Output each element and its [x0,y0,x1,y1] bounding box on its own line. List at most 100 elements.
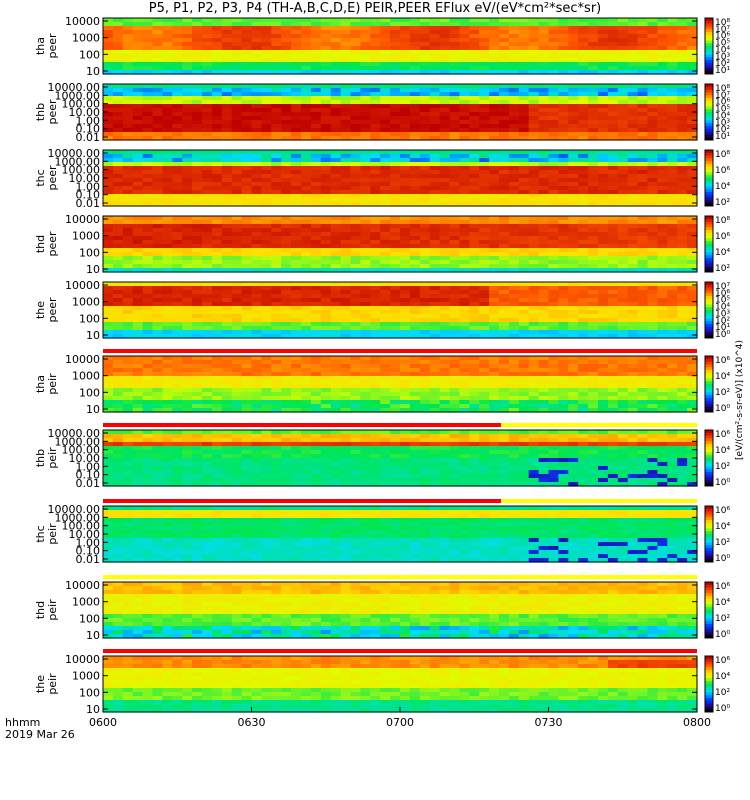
heatmap-cell [628,150,639,155]
heatmap-cell [568,248,579,253]
heatmap-cell [252,124,263,129]
heatmap-cell [608,22,619,27]
y-tick-label: 1000 [72,296,100,309]
heatmap-cell [549,154,560,159]
heatmap-cell [351,124,362,129]
heatmap-cell [390,162,401,167]
heatmap-cell [281,360,292,365]
heatmap-cell [370,240,381,245]
heatmap-cell [479,30,490,35]
heatmap-cell [529,232,540,237]
heatmap-cell [539,88,550,93]
heatmap-cell [182,360,193,365]
heatmap-cell [628,38,639,43]
heatmap-cell [380,294,391,299]
heatmap-cell [489,162,500,167]
heatmap-cell [351,186,362,191]
heatmap-cell [291,310,302,315]
heatmap-cell [182,302,193,307]
heatmap-cell [271,158,282,163]
heatmap-cell [182,318,193,323]
heatmap-cell [133,58,144,63]
heatmap-cell [261,104,272,109]
heatmap-cell [628,318,639,323]
heatmap-cell [667,34,678,39]
heatmap-cell [657,112,668,117]
heatmap-cell [341,356,352,361]
heatmap-cell [618,166,629,171]
heatmap-cell [133,174,144,179]
heatmap-cell [677,132,688,137]
heatmap-cell [242,240,253,245]
heatmap-cell [242,318,253,323]
heatmap-cell [667,174,678,179]
heatmap-cell [499,66,510,71]
heatmap-cell [400,286,411,291]
heatmap-cell [469,240,480,245]
heatmap-cell [103,26,114,31]
heatmap-cell [321,302,332,307]
heatmap-cell [202,256,213,261]
heatmap-cell [430,132,441,137]
heatmap-cell [252,150,263,155]
y-tick-label: 1000 [72,230,100,243]
heatmap-cell [182,198,193,203]
heatmap-cell [202,18,213,23]
heatmap-cell [667,360,678,365]
heatmap-cell [618,228,629,233]
heatmap-cell [162,22,173,27]
heatmap-cell [549,290,560,295]
heatmap-cell [202,30,213,35]
heatmap-cell [271,372,282,377]
heatmap-cell [558,330,569,335]
heatmap-cell [588,368,599,373]
heatmap-cell [440,224,451,229]
heatmap-cell [430,236,441,241]
heatmap-cell [489,232,500,237]
heatmap-cell [301,194,312,199]
heatmap-cell [252,376,263,381]
heatmap-cell [450,216,461,221]
heatmap-cell [341,372,352,377]
heatmap-cell [103,88,114,93]
heatmap-cell [667,372,678,377]
heatmap-cell [123,108,134,113]
heatmap-cell [360,112,371,117]
heatmap-cell [133,170,144,175]
heatmap-cell [410,310,421,315]
heatmap-cell [568,326,579,331]
heatmap-cell [410,174,421,179]
heatmap-cell [252,360,263,365]
heatmap-cell [360,162,371,167]
heatmap-cell [242,46,253,51]
heatmap-cell [519,198,530,203]
heatmap-cell [311,236,322,241]
heatmap-cell [410,232,421,237]
heatmap-cell [489,186,500,191]
heatmap-cell [321,244,332,249]
heatmap-cell [608,128,619,133]
heatmap-cell [252,54,263,59]
heatmap-cell [568,34,579,39]
heatmap-cell [519,384,530,389]
heatmap-cell [608,384,619,389]
heatmap-cell [539,290,550,295]
heatmap-cell [143,302,154,307]
heatmap-cell [271,116,282,121]
heatmap-cell [608,244,619,249]
heatmap-cell [242,58,253,63]
heatmap-cell [133,158,144,163]
heatmap-cell [598,120,609,125]
heatmap-cell [440,372,451,377]
heatmap-cell [192,170,203,175]
heatmap-cell [182,116,193,121]
heatmap-cell [311,62,322,67]
heatmap-cell [677,232,688,237]
heatmap-cell [390,62,401,67]
heatmap-cell [618,54,629,59]
heatmap-cell [657,318,668,323]
heatmap-cell [153,58,164,63]
heatmap-cell [410,286,421,291]
heatmap-cell [261,260,272,265]
heatmap-cell [420,116,431,121]
